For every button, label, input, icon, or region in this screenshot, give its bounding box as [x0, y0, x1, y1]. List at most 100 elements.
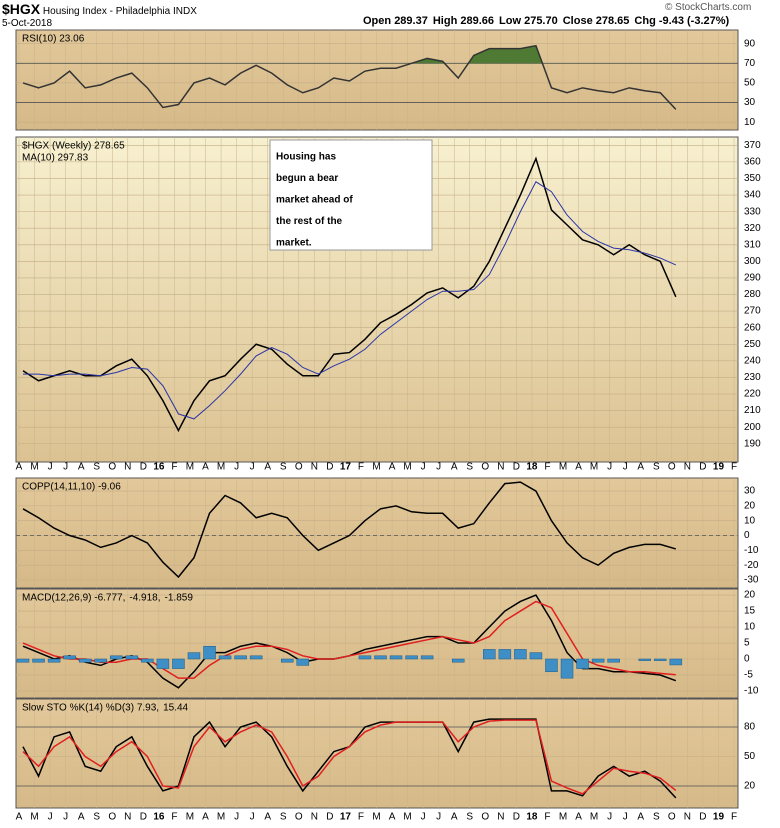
histogram-bar — [591, 658, 605, 663]
legend-entry: RSI(10) 23.06 — [22, 34, 85, 45]
y-tick-label: 290 — [744, 273, 761, 284]
y-tick-label: 0 — [744, 530, 750, 541]
quote-label: Low — [499, 15, 522, 27]
quote-value: 278.65 — [595, 15, 630, 27]
x-tick-label: S — [280, 462, 287, 473]
x-tick-label: J — [48, 812, 53, 823]
x-tick-label: M — [30, 812, 38, 823]
x-tick-label: O — [108, 812, 116, 823]
x-tick-label: A — [389, 462, 396, 473]
y-tick-label: -10 — [744, 545, 759, 556]
y-tick-label: 210 — [744, 405, 761, 416]
x-tick-label: 19 — [713, 462, 725, 473]
panel-background — [15, 477, 739, 589]
legend-entry: Slow STO %K(14) %D(3) 7.93, — [22, 703, 159, 714]
x-tick-label: S — [93, 462, 100, 473]
y-tick-label: 30 — [744, 97, 756, 108]
annotation-line: Housing has — [276, 152, 336, 163]
y-tick-label: 50 — [744, 751, 756, 762]
overbought-area — [23, 45, 676, 64]
histogram-bar — [63, 655, 76, 660]
header: $HGX Housing Index - Philadelphia INDX — [2, 1, 197, 17]
x-tick-label: M — [372, 812, 380, 823]
legend-entry: -1.859 — [165, 593, 194, 604]
quote-label: Open — [363, 15, 392, 27]
x-tick-label: A — [637, 462, 644, 473]
x-tick-label: N — [497, 812, 504, 823]
x-tick-label: A — [202, 812, 209, 823]
y-tick-label: 10 — [744, 117, 756, 128]
histogram-bar — [47, 658, 61, 663]
copyright: © StockCharts.com — [665, 2, 752, 13]
panel-background — [15, 698, 739, 809]
histogram-bar — [187, 652, 201, 660]
x-tick-label: S — [280, 812, 287, 823]
histogram-bar — [669, 658, 683, 666]
x-tick-label: D — [140, 462, 147, 473]
x-tick-label: A — [451, 462, 458, 473]
x-tick-label: O — [668, 812, 676, 823]
x-tick-label: F — [544, 462, 550, 473]
series-line — [22, 156, 677, 433]
x-tick-label: M — [403, 462, 411, 473]
y-tick-label: 300 — [744, 256, 761, 267]
annotation-line: begun a bear — [276, 173, 338, 184]
histogram-bar — [296, 658, 310, 666]
x-tick-label: O — [295, 812, 303, 823]
y-tick-label: 340 — [744, 190, 761, 201]
x-tick-label: A — [202, 462, 209, 473]
annotation-line: market ahead of — [276, 195, 353, 206]
legend-entry: MA(10) 297.83 — [22, 153, 89, 164]
x-tick-label: D — [699, 812, 706, 823]
histogram-bar — [94, 658, 107, 663]
histogram-bar — [654, 658, 667, 661]
histogram-bar — [389, 655, 403, 660]
y-tick-label: -20 — [744, 560, 759, 571]
x-tick-label: J — [250, 812, 255, 823]
x-tick-label: O — [108, 462, 116, 473]
x-tick-label: M — [590, 812, 598, 823]
x-tick-label: J — [63, 812, 68, 823]
x-tick-label: M — [217, 812, 225, 823]
y-tick-label: -30 — [744, 575, 759, 586]
x-tick-label: D — [326, 812, 333, 823]
y-tick-label: 5 — [744, 638, 750, 649]
x-tick-label: J — [48, 462, 53, 473]
x-tick-label: J — [436, 812, 441, 823]
x-tick-label: N — [124, 462, 131, 473]
quote-item: Close 278.65 — [563, 15, 630, 27]
histogram-bar — [529, 652, 543, 660]
histogram-bar — [32, 658, 45, 663]
x-tick-label: M — [372, 462, 380, 473]
x-tick-label: A — [264, 812, 271, 823]
histogram-bar — [545, 658, 558, 673]
x-tick-label: J — [607, 812, 612, 823]
x-tick-label: N — [124, 812, 131, 823]
quote-value: 275.70 — [524, 15, 558, 27]
legend-entry: MACD(12,26,9) -6.777, — [22, 593, 125, 604]
x-tick-label: D — [140, 812, 147, 823]
quote-value: -9.43 (-3.27%) — [658, 15, 730, 27]
x-tick-label: M — [559, 812, 567, 823]
x-tick-label: F — [171, 462, 177, 473]
x-tick-label: M — [590, 462, 598, 473]
annotation-line: market. — [276, 238, 312, 249]
x-tick-label: N — [497, 462, 504, 473]
y-tick-label: 250 — [744, 339, 761, 350]
histogram-bar — [78, 658, 92, 663]
y-tick-label: 10 — [744, 622, 756, 633]
panel-background — [15, 588, 739, 699]
histogram-bar — [218, 655, 232, 660]
y-tick-label: 50 — [744, 78, 756, 89]
panel-background — [15, 29, 739, 131]
histogram-bar — [514, 649, 527, 660]
y-tick-label: 70 — [744, 58, 756, 69]
x-tick-label: M — [217, 462, 225, 473]
y-tick-label: 280 — [744, 289, 761, 300]
index-name: Housing Index - Philadelphia INDX — [42, 6, 197, 17]
x-tick-label: F — [358, 812, 364, 823]
histogram-bar — [125, 655, 139, 660]
x-tick-label: S — [93, 812, 100, 823]
series-line — [22, 44, 677, 110]
